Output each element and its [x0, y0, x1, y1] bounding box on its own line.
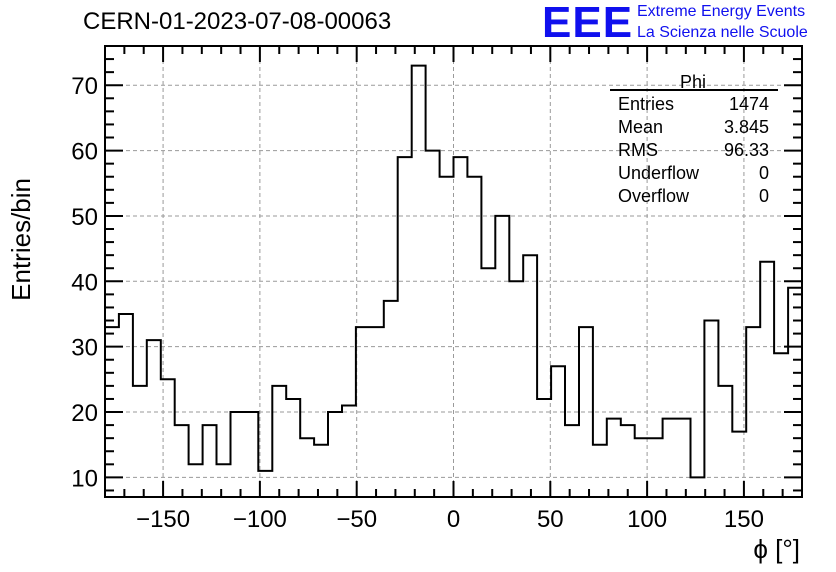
x-tick-label: 0 — [447, 506, 460, 533]
stats-value: 3.845 — [724, 117, 769, 137]
y-tick-label: 50 — [71, 204, 98, 231]
x-tick-label: −100 — [233, 506, 287, 533]
histogram-bin — [119, 314, 133, 497]
x-axis-label: ϕ [°] — [753, 534, 800, 564]
histogram-bin — [286, 399, 300, 497]
histogram-bin — [760, 262, 774, 497]
stats-label: Entries — [618, 94, 674, 114]
histogram-bin — [495, 216, 509, 497]
histogram-bin — [704, 321, 718, 497]
histogram-bin — [509, 281, 523, 497]
histogram-bin — [523, 255, 537, 497]
stats-value: 0 — [759, 186, 769, 206]
y-tick-label: 20 — [71, 400, 98, 427]
histogram-bin — [175, 425, 189, 497]
stats-label: Underflow — [618, 163, 700, 183]
x-tick-label: −150 — [136, 506, 190, 533]
grid-lines — [105, 46, 802, 497]
stats-label: Mean — [618, 117, 663, 137]
logo-subtitle-1: Extreme Energy Events — [637, 3, 806, 20]
chart-title: CERN-01-2023-07-08-00063 — [83, 8, 392, 35]
histogram-bin — [328, 412, 342, 497]
logo-subtitle-2: La Scienza nelle Scuole — [637, 24, 808, 41]
histogram-bin — [356, 327, 370, 497]
histogram-bin — [718, 386, 732, 497]
histogram-bin — [133, 386, 147, 497]
stats-label: RMS — [618, 140, 658, 160]
stats-value: 1474 — [729, 94, 769, 114]
x-tick-label: 100 — [627, 506, 667, 533]
histogram-bin — [230, 412, 244, 497]
stats-value: 0 — [759, 163, 769, 183]
y-axis-label: Entries/bin — [6, 178, 36, 301]
histogram-bin — [300, 438, 314, 497]
histogram-bin — [384, 301, 398, 497]
histogram-bin — [314, 445, 328, 497]
histogram-bin — [370, 327, 384, 497]
stats-rows: Entries 1474 Mean 3.845 RMS 96.33 Underflow 0 Ov… — [618, 94, 769, 206]
histogram-bin — [788, 288, 802, 497]
histogram-bin — [677, 419, 691, 497]
y-tick-label: 10 — [71, 465, 98, 492]
histogram-bin — [342, 405, 356, 497]
histogram-bin — [440, 177, 454, 497]
histogram-bin — [565, 425, 579, 497]
histogram-bin — [481, 268, 495, 497]
eee-logo: EEE — [542, 0, 634, 47]
histogram-bin — [607, 419, 621, 497]
histogram-bin — [467, 177, 481, 497]
histogram-bin — [551, 366, 565, 497]
histogram-bin — [426, 151, 440, 497]
histogram-series — [105, 64, 802, 479]
y-tick-label: 40 — [71, 269, 98, 296]
y-tick-label: 30 — [71, 335, 98, 362]
tick-labels: −150 −100 −50 0 50 100 150 10 20 30 40 50 60 70 — [71, 73, 764, 533]
histogram-bin — [161, 379, 175, 497]
stats-label: Overflow — [618, 186, 690, 206]
histogram-bin — [663, 419, 677, 497]
histogram-bin — [244, 412, 258, 497]
histogram-bin — [649, 438, 663, 497]
histogram-bin — [203, 425, 217, 497]
histogram-bin — [537, 399, 551, 497]
stats-box: Phi Entries 1474 Mean 3.845 RMS 96.33 Underflo… — [610, 72, 778, 206]
histogram-bin — [272, 386, 286, 497]
histogram-bin — [217, 464, 231, 497]
histogram-bin — [774, 353, 788, 497]
stats-box-title: Phi — [680, 72, 706, 92]
histogram-bin — [398, 157, 412, 497]
x-tick-label: −50 — [336, 506, 377, 533]
y-tick-label: 60 — [71, 139, 98, 166]
x-tick-label: 50 — [537, 506, 564, 533]
histogram-bin — [746, 327, 760, 497]
axis-ticks — [104, 45, 803, 497]
histogram-bin — [412, 66, 426, 497]
histogram-bin — [189, 464, 203, 497]
histogram-bin — [690, 477, 704, 497]
histogram-bin — [579, 327, 593, 497]
stats-value: 96.33 — [724, 140, 769, 160]
histogram-bin — [593, 445, 607, 497]
y-tick-label: 70 — [71, 73, 98, 100]
histogram-bin — [621, 425, 635, 497]
histogram-bin — [147, 340, 161, 497]
x-tick-label: 150 — [724, 506, 764, 533]
histogram-bin — [454, 157, 468, 497]
